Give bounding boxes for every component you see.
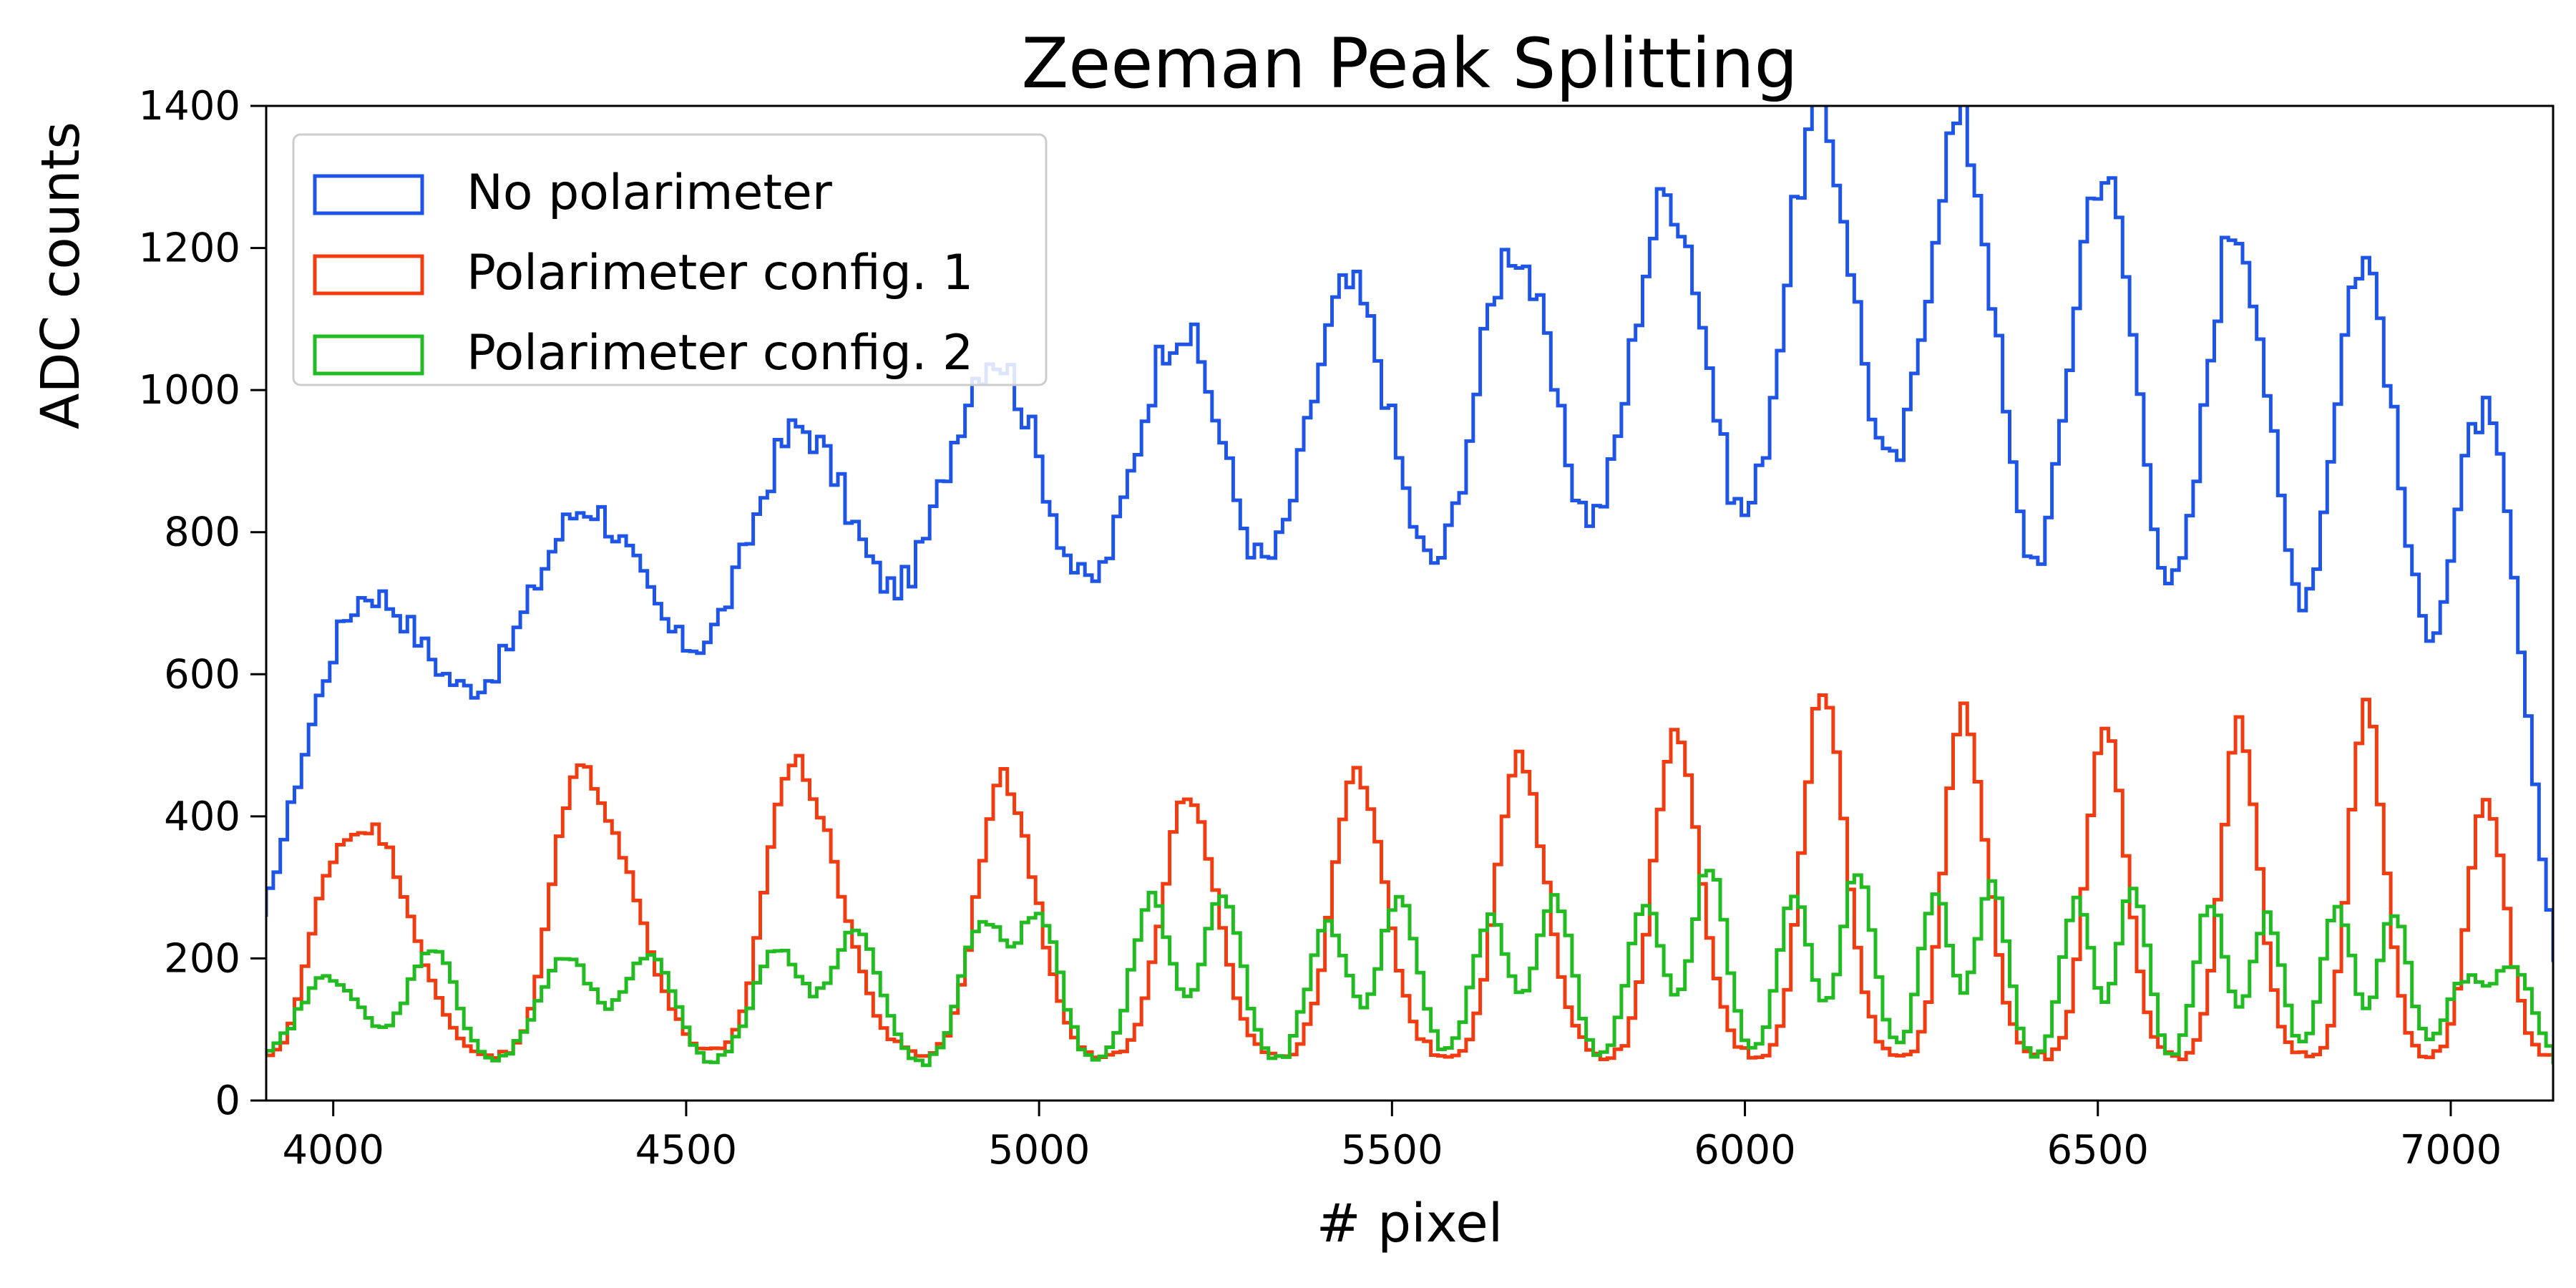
series-1-line <box>266 106 2553 962</box>
y-tick-label: 400 <box>164 794 240 840</box>
y-axis-label: ADC counts <box>30 122 92 429</box>
y-tick-label: 1400 <box>138 83 240 130</box>
legend-swatch <box>313 254 424 296</box>
y-tick-label: 800 <box>164 509 240 556</box>
y-tick-label: 1200 <box>138 225 240 272</box>
legend: No polarimeter Polarimeter config. 1 Polar… <box>292 133 1048 386</box>
x-tick-label: 5000 <box>988 1127 1091 1174</box>
x-tick-label: 7000 <box>2400 1127 2502 1174</box>
series-2-line <box>266 693 2553 1061</box>
legend-swatch <box>313 334 424 376</box>
series-3-line <box>266 869 2553 1068</box>
y-tick-label: 600 <box>164 651 240 698</box>
x-tick-label: 5500 <box>1341 1127 1443 1174</box>
chart-title: Zeeman Peak Splitting <box>1021 24 1797 104</box>
x-tick-label: 6500 <box>2047 1127 2150 1174</box>
x-tick-label: 4500 <box>635 1127 738 1174</box>
x-tick-label: 4000 <box>282 1127 384 1174</box>
plot-frame <box>265 104 2555 1102</box>
series-layer <box>266 106 2553 1068</box>
legend-label: Polarimeter config. 1 <box>467 245 973 301</box>
axes-layer: 4000 4500 5000 5500 6000 6500 7000 0 200 400 600 80… <box>138 83 2555 1174</box>
legend-swatch <box>313 174 424 215</box>
x-tick-label: 6000 <box>1694 1127 1796 1174</box>
y-tick-label: 0 <box>215 1078 240 1124</box>
y-tick-label: 1000 <box>138 367 240 414</box>
x-axis-label: # pixel <box>1317 1193 1503 1254</box>
y-tick-label: 200 <box>164 935 240 982</box>
legend-label: No polarimeter <box>467 165 832 221</box>
legend-label: Polarimeter config. 2 <box>467 325 973 381</box>
legend-box <box>292 133 1048 386</box>
